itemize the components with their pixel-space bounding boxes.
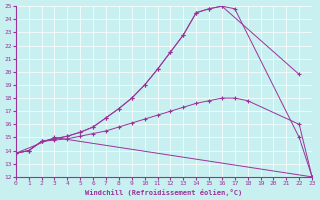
X-axis label: Windchill (Refroidissement éolien,°C): Windchill (Refroidissement éolien,°C) (85, 189, 243, 196)
